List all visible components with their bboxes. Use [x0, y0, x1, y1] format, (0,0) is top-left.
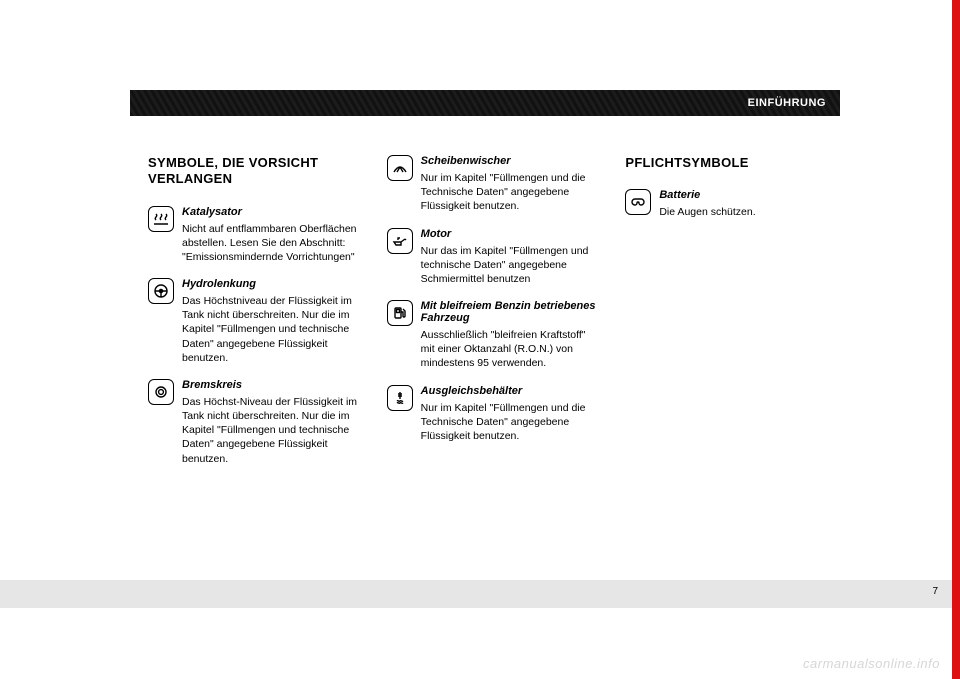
symbol-text: Katalysator Nicht auf entflammbaren Ober… [182, 206, 361, 265]
symbol-text: Motor Nur das im Kapitel "Füllmengen und… [421, 228, 600, 287]
red-edge-strip [952, 0, 960, 679]
right-column: PFLICHTSYMBOLE Batterie Die Augen schütz… [625, 155, 838, 480]
brake-circle-icon [148, 379, 174, 405]
symbol-text: Mit bleifreiem Benzin betriebenes Fahrze… [421, 300, 600, 371]
symbol-body: Nur im Kapitel "Füllmengen und die Techn… [421, 401, 600, 444]
manual-page: EINFÜHRUNG SYMBOLE, DIE VORSICHT VERLANG… [0, 0, 960, 679]
symbol-body: Nur im Kapitel "Füllmengen und die Techn… [421, 171, 600, 214]
symbol-title: Motor [421, 228, 600, 240]
symbol-text: Ausgleichsbehälter Nur im Kapitel "Füllm… [421, 385, 600, 444]
symbol-body: Das Höchstniveau der Flüssigkeit im Tank… [182, 294, 361, 365]
right-heading: PFLICHTSYMBOLE [625, 155, 838, 171]
symbol-body: Die Augen schützen. [659, 205, 838, 219]
steering-wheel-icon [148, 278, 174, 304]
left-heading: SYMBOLE, DIE VORSICHT VERLANGEN [148, 155, 361, 188]
page-number: 7 [932, 586, 938, 597]
goggles-icon [625, 189, 651, 215]
symbol-block: Ausgleichsbehälter Nur im Kapitel "Füllm… [387, 385, 600, 444]
symbol-block: Motor Nur das im Kapitel "Füllmengen und… [387, 228, 600, 287]
symbol-text: Batterie Die Augen schützen. [659, 189, 838, 219]
symbol-block: Hydrolenkung Das Höchstniveau der Flüssi… [148, 278, 361, 365]
watermark-text: carmanualsonline.info [803, 656, 940, 671]
left-column: SYMBOLE, DIE VORSICHT VERLANGEN Katalysa… [148, 155, 361, 480]
oil-can-icon [387, 228, 413, 254]
wiper-icon [387, 155, 413, 181]
coolant-temp-icon [387, 385, 413, 411]
symbol-text: Bremskreis Das Höchst-Niveau der Flüssig… [182, 379, 361, 466]
symbol-body: Nicht auf entflammbaren Oberflächen abst… [182, 222, 361, 265]
symbol-title: Ausgleichsbehälter [421, 385, 600, 397]
symbol-block: Scheibenwischer Nur im Kapitel "Füllmeng… [387, 155, 600, 214]
symbol-title: Mit bleifreiem Benzin betriebenes Fahrze… [421, 300, 600, 324]
grey-bottom-band [0, 580, 952, 608]
section-header-bar: EINFÜHRUNG [130, 90, 840, 116]
symbol-block: Bremskreis Das Höchst-Niveau der Flüssig… [148, 379, 361, 466]
symbol-text: Scheibenwischer Nur im Kapitel "Füllmeng… [421, 155, 600, 214]
symbol-block: Batterie Die Augen schützen. [625, 189, 838, 219]
symbol-block: Mit bleifreiem Benzin betriebenes Fahrze… [387, 300, 600, 371]
heat-waves-icon [148, 206, 174, 232]
symbol-body: Das Höchst-Niveau der Flüssigkeit im Tan… [182, 395, 361, 466]
symbol-title: Bremskreis [182, 379, 361, 391]
symbol-title: Scheibenwischer [421, 155, 600, 167]
symbol-title: Batterie [659, 189, 838, 201]
symbol-title: Katalysator [182, 206, 361, 218]
symbol-text: Hydrolenkung Das Höchstniveau der Flüssi… [182, 278, 361, 365]
symbol-block: Katalysator Nicht auf entflammbaren Ober… [148, 206, 361, 265]
symbol-title: Hydrolenkung [182, 278, 361, 290]
fuel-pump-icon [387, 300, 413, 326]
symbol-body: Nur das im Kapitel "Füllmengen und techn… [421, 244, 600, 287]
middle-column: Scheibenwischer Nur im Kapitel "Füllmeng… [387, 155, 600, 480]
content-columns: SYMBOLE, DIE VORSICHT VERLANGEN Katalysa… [148, 155, 838, 480]
symbol-body: Ausschließlich "bleifreien Kraftstoff" m… [421, 328, 600, 371]
section-header-label: EINFÜHRUNG [748, 90, 826, 116]
